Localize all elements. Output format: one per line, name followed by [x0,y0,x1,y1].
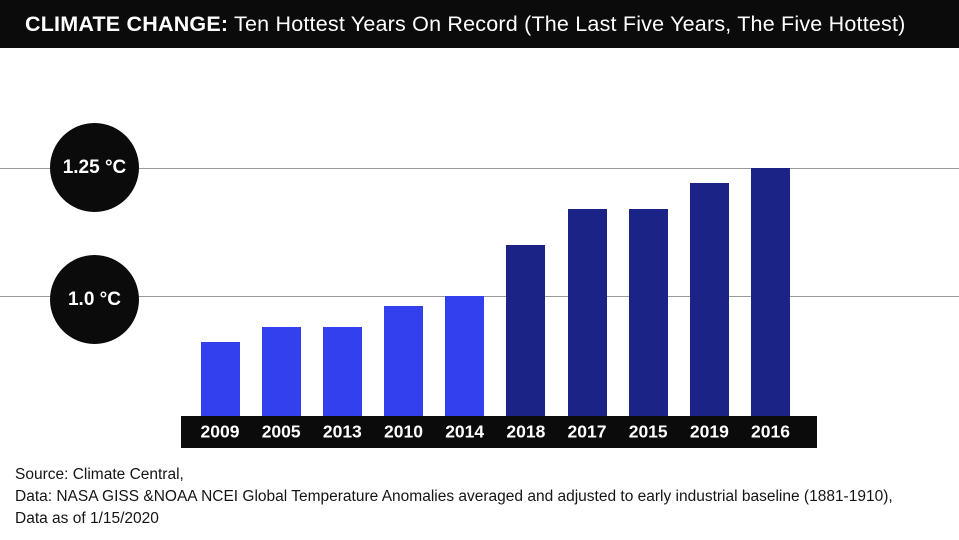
source-line-3: Data as of 1/15/2020 [15,510,159,527]
source-line-1: Source: Climate Central, [15,466,184,483]
x-label-2010: 2010 [384,421,423,442]
bar-2016 [751,168,791,416]
bar-2009 [200,342,240,416]
title-emphasis: CLIMATE CHANGE: [25,11,229,36]
title-rest: Ten Hottest Years On Record (The Last Fi… [228,11,906,36]
x-label-2016: 2016 [751,421,790,442]
axis-label-circle-1-0: 1.0 °C [50,255,139,344]
axis-label-circle-1-25: 1.25 °C [50,123,139,212]
bar-2010 [384,306,423,416]
source-line-2: Data: NASA GISS &NOAA NCEI Global Temper… [15,488,893,505]
bar-2019 [689,183,729,416]
bar-2017 [567,209,607,416]
gridline-1-25 [0,168,959,169]
page-title: CLIMATE CHANGE: Ten Hottest Years On Rec… [0,12,906,37]
source-note: Source: Climate Central, Data: NASA GISS… [15,464,893,530]
x-label-2018: 2018 [506,421,546,442]
x-label-2014: 2014 [445,421,485,442]
bar-2013 [322,327,362,416]
bar-2005 [261,327,301,416]
x-label-2015: 2015 [628,421,668,442]
bar-2018 [506,245,546,416]
bar-2014 [445,296,485,416]
bar-2015 [628,209,668,416]
x-axis-band: 2009 2005 2013 2010 2014 2018 2017 2015 2019 2016 [181,416,817,448]
header-bar: CLIMATE CHANGE: Ten Hottest Years On Rec… [0,0,959,48]
axis-label-1-0: 1.0 °C [67,288,121,310]
x-label-2017: 2017 [567,421,607,442]
x-label-2013: 2013 [322,421,362,442]
x-label-2019: 2019 [689,421,729,442]
x-label-2005: 2005 [261,421,301,442]
x-label-2009: 2009 [200,421,240,442]
axis-label-1-25: 1.25 °C [62,156,127,178]
